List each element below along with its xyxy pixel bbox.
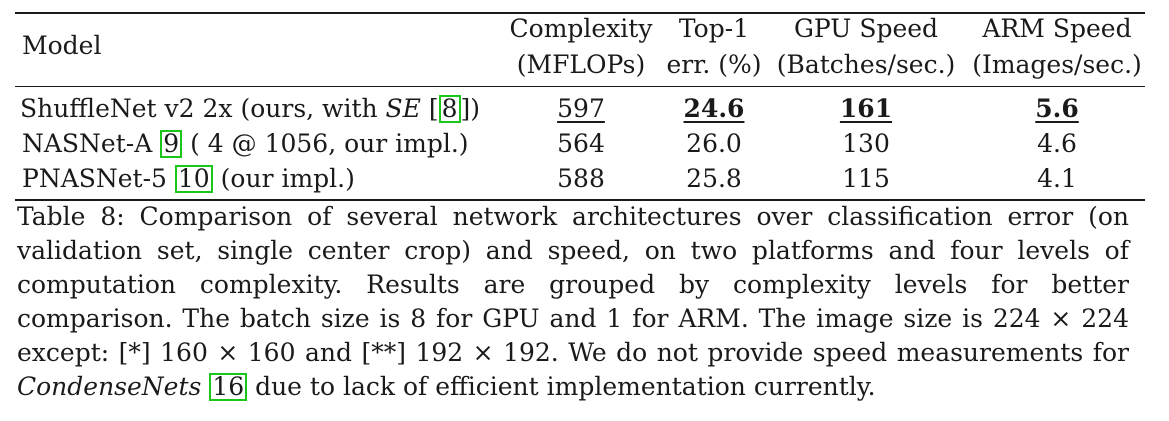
header-complexity-line2: (MFLOPs) (516, 50, 646, 79)
table-caption: Table 8: Comparison of several network a… (17, 200, 1129, 404)
row-2-complexity: 588 (557, 164, 605, 193)
row-0-model-suffix: ]) (460, 94, 481, 123)
row-0-model-prefix: ShuffleNet v2 2x (ours, with (20, 94, 386, 123)
row-1-gpu: 130 (842, 129, 890, 158)
header-model: Model (22, 31, 102, 60)
caption-text: Table 8: Comparison of several network a… (17, 202, 1129, 367)
header-top1-line2: err. (%) (666, 50, 762, 79)
row-0-model-italic: SE (385, 94, 421, 123)
citation-link[interactable]: 8 (438, 95, 461, 123)
row-1-model-suffix: ( 4 @ 1056, our impl.) (182, 129, 469, 158)
row-0-gpu: 161 (839, 94, 893, 123)
row-2-arm: 4.1 (1037, 164, 1077, 193)
citation-link[interactable]: 10 (174, 165, 213, 193)
row-0-complexity: 597 (557, 94, 605, 123)
citation-link[interactable]: 16 (209, 373, 248, 401)
row-1-model-prefix: NASNet-A (22, 129, 161, 158)
header-top1-line1: Top-1 (678, 14, 750, 43)
row-1-complexity: 564 (557, 129, 605, 158)
table-header-rule (15, 86, 1145, 87)
header-complexity-line1: Complexity (509, 14, 653, 43)
table-top-rule (15, 12, 1145, 14)
caption-text-end: due to lack of efficient implementation … (247, 372, 876, 401)
row-1-model: NASNet-A 9 ( 4 @ 1056, our impl.) (22, 129, 469, 159)
row-2-model-prefix: PNASNet-5 (22, 164, 175, 193)
header-arm-line1: ARM Speed (982, 14, 1132, 43)
row-2-gpu: 115 (842, 164, 890, 193)
row-0-model: ShuffleNet v2 2x (ours, with SE [8]) (20, 94, 480, 124)
caption-paragraph: Table 8: Comparison of several network a… (17, 200, 1129, 404)
header-gpu-line2: (Batches/sec.) (776, 50, 956, 79)
row-0-top1: 24.6 (683, 94, 745, 123)
table-bottom-rule (15, 199, 1145, 201)
row-0-arm: 5.6 (1035, 94, 1079, 123)
row-0-model-open: [ (420, 94, 439, 123)
caption-italic-term: CondenseNets (17, 372, 202, 401)
row-1-arm: 4.6 (1037, 129, 1077, 158)
row-1-top1: 26.0 (686, 129, 742, 158)
row-2-model: PNASNet-5 10 (our impl.) (22, 164, 355, 194)
citation-link[interactable]: 9 (160, 130, 183, 158)
row-2-top1: 25.8 (686, 164, 742, 193)
row-2-model-suffix: (our impl.) (212, 164, 355, 193)
header-gpu-line1: GPU Speed (793, 14, 939, 43)
header-arm-line2: (Images/sec.) (972, 50, 1142, 79)
